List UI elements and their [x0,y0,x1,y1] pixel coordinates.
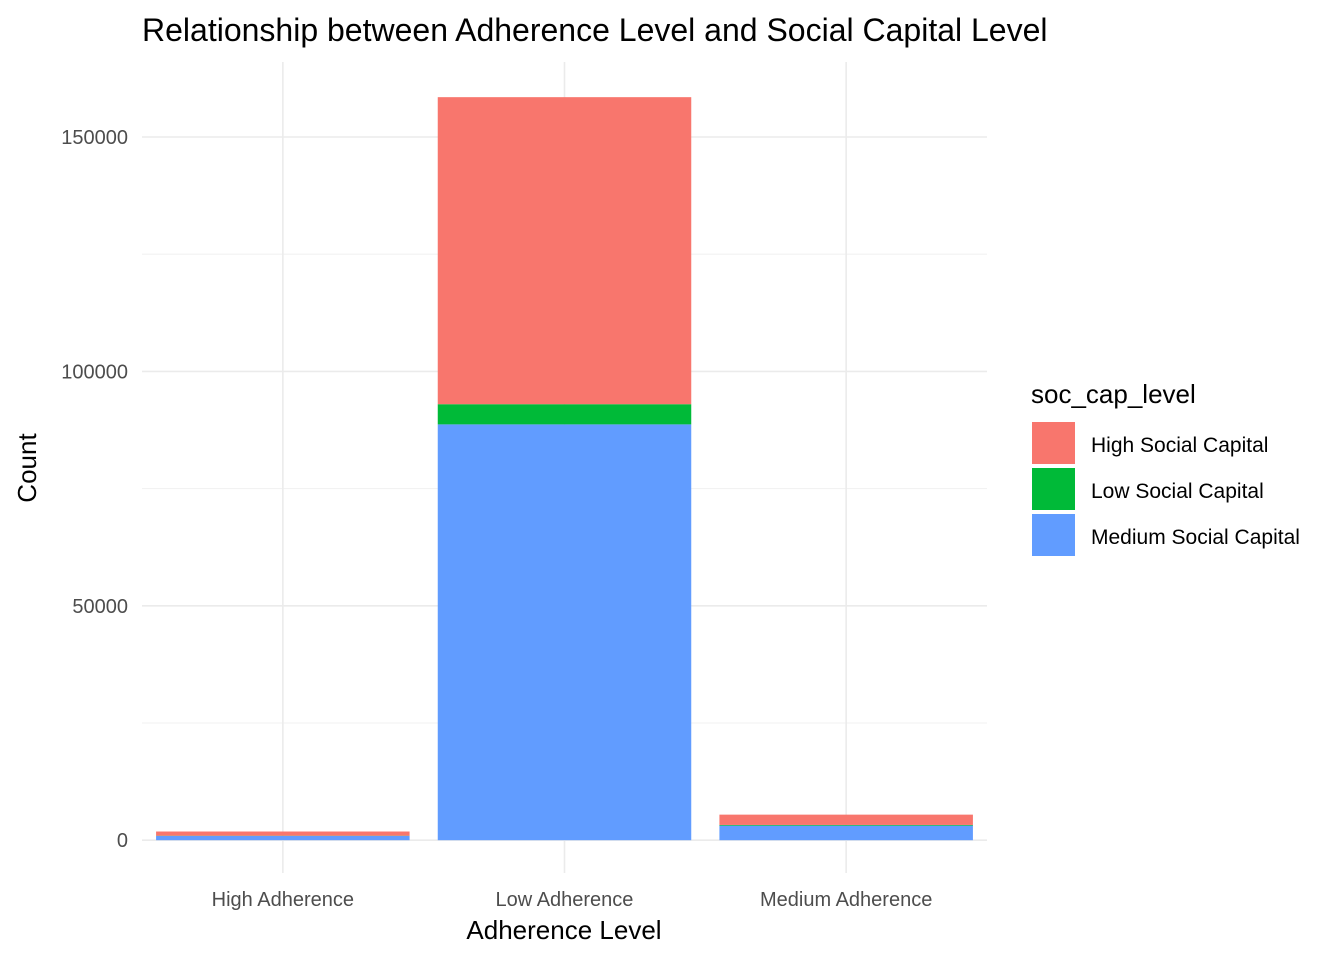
legend-title: soc_cap_level [1031,379,1196,409]
y-tick-label: 100000 [61,361,128,383]
bar-segment-high-social-capital [438,97,692,404]
x-tick-label: Medium Adherence [760,889,932,911]
y-axis-ticks: 0 50000 100000 150000 [61,127,128,852]
bar-segment-medium-social-capital [719,826,973,841]
x-tick-label: High Adherence [212,889,354,911]
legend-label: Low Social Capital [1091,480,1264,503]
bars [156,97,973,840]
y-axis-title: Count [12,433,42,503]
legend-key [1032,514,1075,556]
y-tick-label: 150000 [61,127,128,149]
bar-segment-high-social-capital [719,815,973,825]
y-tick-label: 50000 [72,596,128,618]
x-axis-title: Adherence Level [466,915,661,945]
legend-label: High Social Capital [1091,434,1268,457]
x-tick-label: Low Adherence [496,889,634,911]
legend-key [1032,468,1075,510]
legend-items: High Social Capital Low Social Capital Med… [1032,422,1300,556]
bar-segment-medium-social-capital [156,836,409,840]
y-tick-label: 0 [117,830,128,852]
chart-title: Relationship between Adherence Level and… [142,12,1048,48]
legend-label: Medium Social Capital [1091,526,1300,549]
bar-segment-low-social-capital [719,825,973,826]
bar-segment-low-social-capital [438,404,692,424]
bar-segment-medium-social-capital [438,424,692,840]
legend: soc_cap_level High Social Capital Low Soc… [1031,379,1300,556]
legend-key [1032,422,1075,464]
x-axis-ticks: High Adherence Low Adherence Medium Adhere… [212,889,933,911]
bar-segment-high-social-capital [156,832,409,836]
